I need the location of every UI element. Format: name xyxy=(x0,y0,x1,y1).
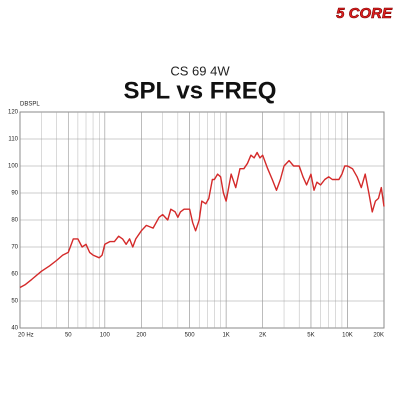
x-tick-label: 50 xyxy=(65,333,72,339)
x-tick-label: 500 xyxy=(185,333,196,339)
y-tick-label: 50 xyxy=(11,299,18,305)
x-tick-label: 100 xyxy=(100,333,111,339)
x-tick-label: 20K xyxy=(373,333,384,339)
x-tick-label: 20 Hz xyxy=(18,333,34,339)
x-tick-label: 5K xyxy=(307,333,314,339)
chart-subtitle: CS 69 4W xyxy=(170,63,230,78)
y-tick-label: 100 xyxy=(8,164,19,170)
y-tick-label: 40 xyxy=(11,326,18,332)
y-tick-label: 120 xyxy=(8,110,19,116)
x-tick-label: 2K xyxy=(259,333,266,339)
x-tick-label: 10K xyxy=(342,333,353,339)
y-axis-label: DBSPL xyxy=(20,102,40,108)
brand-logo: 5 CORE xyxy=(336,5,393,22)
x-tick-label: 1K xyxy=(222,333,229,339)
chart-title: SPL vs FREQ xyxy=(124,77,277,104)
y-tick-label: 80 xyxy=(11,218,18,224)
y-tick-label: 90 xyxy=(11,191,18,197)
y-tick-label: 70 xyxy=(11,245,18,251)
y-tick-label: 110 xyxy=(8,137,18,143)
y-tick-label: 60 xyxy=(11,272,18,278)
x-tick-label: 200 xyxy=(136,333,147,339)
spl-line xyxy=(19,151,385,289)
